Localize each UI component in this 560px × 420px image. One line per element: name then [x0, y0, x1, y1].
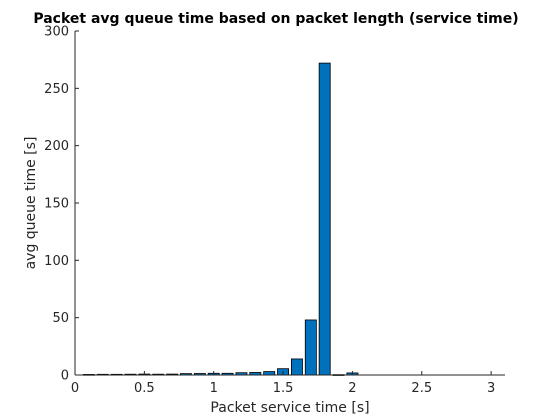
bar: [290, 358, 303, 376]
bar: [263, 371, 276, 376]
chart-title: Packet avg queue time based on packet le…: [33, 11, 518, 27]
x-tick-label: 2.5: [411, 381, 432, 396]
plot-area: 0 0.5 1 1.5 2 2.5 3 0 50 100 150 200 250 300: [44, 25, 505, 396]
y-tick-label: 250: [44, 82, 69, 97]
x-tick-label: 0: [71, 381, 79, 396]
x-tick-label: 2: [348, 381, 356, 396]
y-tick-label: 200: [44, 139, 69, 154]
y-tick-label: 0: [61, 369, 69, 384]
y-tick-label: 100: [44, 254, 69, 269]
x-tick-label: 1.5: [273, 381, 294, 396]
y-tick-label: 50: [52, 311, 69, 326]
y-axis-label: avg queue time [s]: [23, 137, 39, 270]
y-tick-label: 300: [44, 25, 69, 40]
bar: [318, 62, 331, 376]
bar: [304, 319, 317, 376]
x-tick-label: 3: [487, 381, 495, 396]
x-tick-label: 0.5: [134, 381, 155, 396]
x-tick-label: 1: [210, 381, 218, 396]
x-axis-label: Packet service time [s]: [210, 400, 369, 416]
y-tick-label: 150: [44, 197, 69, 212]
